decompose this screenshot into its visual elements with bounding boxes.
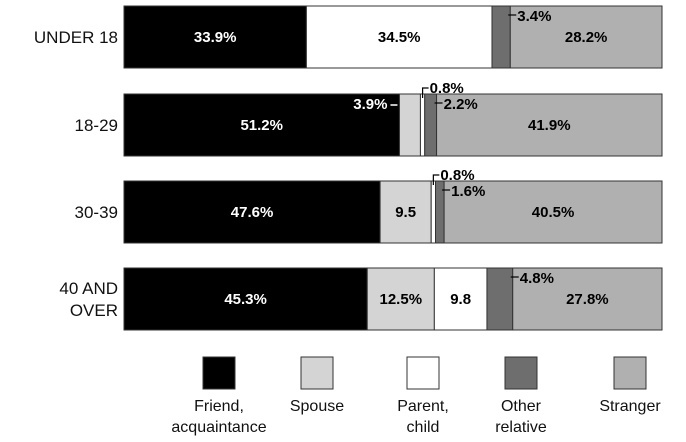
data-label-18-29-friend-acquaintance: 51.2% xyxy=(240,117,283,134)
legend-swatch-stranger xyxy=(613,356,647,390)
data-label-40-and-over-stranger: 27.8% xyxy=(566,291,609,308)
category-label-30-39: 30-39 xyxy=(75,203,118,222)
legend-swatch-parent-child xyxy=(406,356,440,390)
legend-swatch-spouse xyxy=(300,356,334,390)
legend-label-spouse: Spouse xyxy=(290,398,344,415)
data-label-30-39-friend-acquaintance: 47.6% xyxy=(231,204,274,221)
legend-label-parent-child-line-2: child xyxy=(407,419,440,436)
leader-line-30-39-parent-child xyxy=(432,174,440,185)
legend-label-friend-acquaintance-line-2: acquaintance xyxy=(171,419,266,436)
bars-layer: 33.9% 34.5%3.4%28.2%51.2%3.9%0.8%2.2%41.9… xyxy=(123,5,663,331)
legend-label-other-relative-line-2: relative xyxy=(495,419,547,436)
data-label-40-and-over-spouse: 12.5% xyxy=(380,291,423,308)
legend: Friend, acquaintance Spouse Parent, child Oth… xyxy=(171,356,661,436)
bar-segment-40-and-over-other-relative xyxy=(486,267,514,331)
category-label-under-18: UNDER 18 xyxy=(34,28,118,47)
bar-segment-30-39-stranger xyxy=(443,180,663,244)
data-label-30-39-spouse: 9.5 xyxy=(395,204,416,221)
data-label-under-18-friend-acquaintance: 33.9% xyxy=(194,29,237,46)
data-label-40-and-over-other-relative: 4.8% xyxy=(520,270,554,287)
data-label-40-and-over-parent-child: 9.8 xyxy=(450,291,471,308)
legend-swatch-other-relative xyxy=(504,356,538,390)
bar-segment-18-29-spouse xyxy=(398,93,421,157)
data-label-under-18-parent-child: 34.5% xyxy=(378,29,421,46)
bar-segment-30-39-spouse xyxy=(379,180,432,244)
data-label-18-29-parent-child: 0.8% xyxy=(430,80,464,97)
data-label-30-39-stranger: 40.5% xyxy=(532,204,575,221)
data-label-18-29-other-relative: 2.2% xyxy=(444,96,478,113)
legend-label-parent-child-line-1: Parent, xyxy=(397,398,449,415)
bar-segment-40-and-over-spouse xyxy=(366,267,435,331)
data-label-18-29-spouse: 3.9% xyxy=(353,96,387,113)
legend-label-other-relative-line-1: Other xyxy=(501,398,542,415)
legend-swatch-friend-acquaintance xyxy=(202,356,236,390)
data-label-under-18-stranger: 28.2% xyxy=(565,29,608,46)
leader-line-18-29-parent-child xyxy=(421,87,429,98)
bar-segment-40-and-over-friend-acquaintance xyxy=(123,267,368,331)
bar-segment-18-29-parent-child xyxy=(419,93,426,157)
bar-segment-30-39-friend-acquaintance xyxy=(123,180,381,244)
category-label-40-and-over-line-2: OVER xyxy=(70,301,118,320)
bar-segment-under-18-other-relative xyxy=(491,5,511,69)
bar-segment-under-18-stranger xyxy=(509,5,663,69)
bar-segment-18-29-stranger xyxy=(436,93,663,157)
bar-segment-under-18-friend-acquaintance xyxy=(123,5,307,69)
bar-segment-40-and-over-stranger xyxy=(512,267,663,331)
data-label-30-39-parent-child: 0.8% xyxy=(440,167,474,184)
data-label-30-39-other-relative: 1.6% xyxy=(451,183,485,200)
legend-label-stranger: Stranger xyxy=(599,398,661,415)
category-label-40-and-over-line-1: 40 AND xyxy=(59,279,118,298)
category-labels: UNDER 18 18-29 30-39 40 AND OVER xyxy=(34,28,118,320)
category-label-18-29: 18-29 xyxy=(75,116,118,135)
data-label-40-and-over-friend-acquaintance: 45.3% xyxy=(224,291,267,308)
data-label-18-29-stranger: 41.9% xyxy=(528,117,571,134)
bar-segment-under-18-parent-child xyxy=(305,5,493,69)
data-label-under-18-other-relative: 3.4% xyxy=(517,8,551,25)
legend-label-friend-acquaintance-line-1: Friend, xyxy=(194,398,244,415)
bar-segment-30-39-parent-child xyxy=(430,180,437,244)
